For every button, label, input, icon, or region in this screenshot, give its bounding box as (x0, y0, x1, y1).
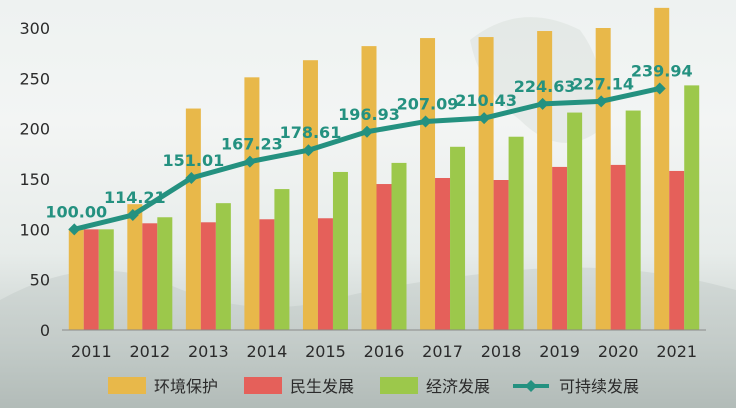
legend-economy-swatch (380, 377, 418, 394)
bar-livelihood (83, 229, 99, 330)
bar-environment (420, 38, 436, 331)
y-tick-label: 300 (19, 19, 50, 38)
sustainable-point (302, 144, 315, 157)
data-label: 114.21 (104, 188, 166, 207)
data-label: 167.23 (221, 135, 283, 154)
x-tick-label: 2015 (305, 342, 346, 361)
bar-environment (654, 7, 670, 330)
bar-economy (332, 171, 348, 330)
data-label: 178.61 (280, 123, 342, 142)
x-tick-label: 2014 (247, 342, 288, 361)
x-tick-label: 2017 (422, 342, 463, 361)
bar-livelihood (142, 223, 158, 330)
bar-economy (274, 189, 290, 330)
bar-environment (244, 77, 260, 331)
y-tick-label: 50 (30, 271, 50, 290)
sustainable-point (185, 171, 198, 184)
legend-environment-swatch (108, 377, 146, 394)
bar-livelihood (317, 218, 333, 330)
bar-economy (684, 85, 700, 330)
data-label: 227.14 (572, 74, 634, 93)
bar-economy (215, 203, 231, 330)
y-tick-label: 250 (19, 69, 50, 88)
background-cliff-shape (470, 17, 603, 143)
data-label: 207.09 (397, 95, 459, 114)
bar-environment (68, 229, 84, 330)
bar-economy (98, 229, 114, 330)
bar-livelihood (376, 184, 392, 330)
sustainable-point (243, 155, 256, 168)
bar-environment (595, 28, 611, 330)
y-tick-label: 100 (19, 220, 50, 239)
sustainable-point (361, 125, 373, 138)
x-tick-label: 2021 (656, 342, 697, 361)
bar-economy (508, 136, 524, 330)
sustainable-point (536, 97, 549, 110)
data-label: 224.63 (514, 77, 576, 96)
sustainable-point (68, 223, 81, 236)
legend-livelihood-label: 民生发展 (290, 377, 354, 396)
bar-economy (391, 162, 407, 330)
legend-sustainable-marker (525, 380, 537, 392)
legend-economy-label: 经济发展 (426, 377, 490, 396)
bar-economy (157, 217, 173, 330)
data-label: 239.94 (631, 61, 693, 80)
bar-livelihood (552, 166, 568, 330)
bar-environment (185, 108, 201, 331)
bar-environment (127, 204, 143, 330)
bar-economy (450, 146, 466, 330)
x-tick-label: 2011 (71, 342, 112, 361)
sustainable-point (419, 115, 432, 128)
x-tick-label: 2013 (188, 342, 229, 361)
bar-livelihood (200, 222, 216, 330)
data-label: 196.93 (338, 105, 400, 124)
bar-livelihood (669, 170, 685, 330)
x-tick-label: 2018 (481, 342, 522, 361)
bar-economy (625, 110, 641, 331)
sustainable-point (595, 95, 608, 108)
bar-livelihood (610, 164, 626, 330)
bar-livelihood (435, 177, 451, 330)
legend-environment-label: 环境保护 (154, 377, 218, 396)
data-label: 210.43 (455, 91, 517, 110)
x-tick-label: 2019 (539, 342, 580, 361)
x-tick-label: 2012 (129, 342, 170, 361)
data-label: 100.00 (45, 202, 107, 221)
x-tick-label: 2016 (364, 342, 405, 361)
y-tick-label: 0 (40, 321, 50, 340)
bar-environment (478, 37, 494, 331)
sustainable-point (478, 112, 491, 125)
bar-environment (537, 31, 553, 331)
y-tick-label: 200 (19, 120, 50, 139)
sustainable-point (126, 209, 139, 222)
bar-economy (567, 112, 583, 330)
bar-environment (302, 60, 318, 331)
x-tick-label: 2020 (598, 342, 639, 361)
legend-sustainable-label: 可持续发展 (559, 377, 639, 396)
data-label: 151.01 (162, 151, 224, 170)
bar-livelihood (259, 219, 275, 330)
y-tick-label: 150 (19, 170, 50, 189)
legend-livelihood-swatch (244, 377, 282, 394)
bar-environment (361, 46, 377, 331)
sustainable-point (653, 82, 666, 95)
bar-livelihood (493, 180, 509, 330)
